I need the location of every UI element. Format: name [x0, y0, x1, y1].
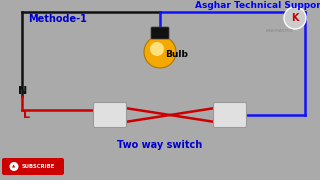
FancyBboxPatch shape: [151, 27, 169, 39]
Text: L: L: [23, 110, 30, 120]
Text: N: N: [18, 86, 27, 96]
Text: Two way switch: Two way switch: [117, 140, 203, 150]
Circle shape: [284, 7, 306, 29]
Circle shape: [144, 36, 176, 68]
Text: K: K: [291, 13, 299, 23]
Circle shape: [10, 162, 19, 171]
Text: ▲: ▲: [12, 165, 16, 169]
Text: KINEMASTER: KINEMASTER: [266, 29, 294, 33]
FancyBboxPatch shape: [93, 102, 126, 127]
FancyBboxPatch shape: [213, 102, 246, 127]
Text: Methode-1: Methode-1: [28, 14, 87, 24]
Text: SUBSCRIBE: SUBSCRIBE: [21, 165, 55, 170]
Text: Asghar Technical Support: Asghar Technical Support: [195, 1, 320, 10]
FancyBboxPatch shape: [2, 158, 64, 175]
Circle shape: [150, 42, 164, 56]
Text: Bulb: Bulb: [165, 50, 188, 59]
